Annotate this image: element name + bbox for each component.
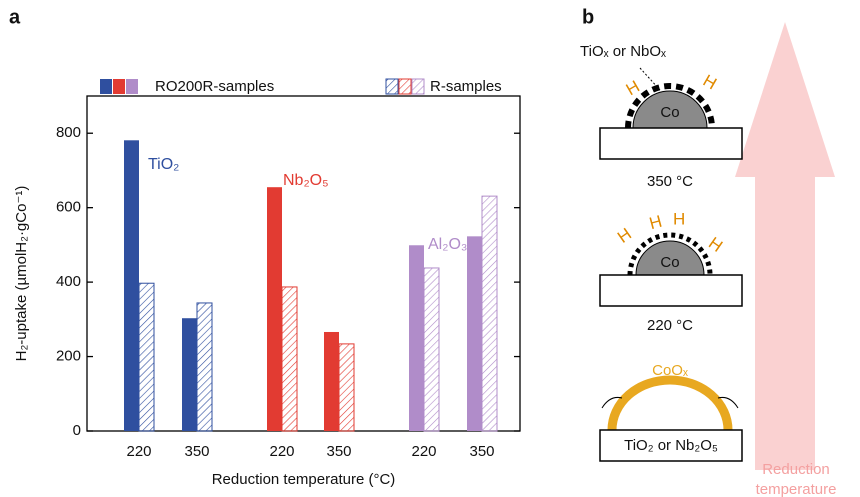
h-atom: H: [623, 77, 643, 100]
x-tick-label: 220: [269, 443, 294, 460]
bar: [197, 303, 212, 431]
particle-label: Co: [660, 104, 679, 121]
shell-label: CoOₓ: [652, 362, 688, 379]
x-tick-label: 220: [126, 443, 151, 460]
group-label: Nb₂O₅: [283, 172, 329, 189]
panel-label: b: [582, 6, 594, 28]
temperature-label: 350 °C: [647, 173, 693, 190]
x-axis-label: Reduction temperature (°C): [212, 471, 396, 488]
arrow-label: temperature: [756, 481, 837, 497]
group-label: TiO₂: [148, 156, 179, 173]
h-atom: H: [705, 233, 726, 256]
bar: [267, 187, 282, 431]
h-atom: H: [647, 212, 664, 234]
legend-swatch: [100, 79, 112, 94]
support-label: TiO₂ or Nb₂O₅: [624, 437, 718, 454]
y-tick-label: 400: [56, 273, 81, 290]
figure: a b TiOₓ or NbOₓ Co H H 350 °C Co H H H …: [0, 0, 860, 497]
legend-label: RO200R-samples: [155, 78, 274, 95]
y-tick-label: 200: [56, 348, 81, 365]
particle-label: Co: [660, 254, 679, 271]
legend-swatch: [113, 79, 125, 94]
legend-label: R-samples: [430, 78, 502, 95]
reduction-arrow: [735, 22, 835, 470]
x-tick-label: 350: [184, 443, 209, 460]
bar: [409, 245, 424, 431]
bar: [424, 268, 439, 431]
legend-swatch: [386, 79, 398, 94]
coox-shell: [612, 380, 728, 430]
y-tick-label: 600: [56, 199, 81, 216]
h-atom: H: [614, 224, 635, 247]
bar: [282, 287, 297, 431]
bar: [139, 283, 154, 431]
h-atom: H: [673, 209, 685, 228]
y-axis-label: H₂-uptake (µmolH₂·gCo⁻¹): [13, 186, 30, 362]
arrow-label: Reduction: [762, 461, 830, 478]
bar: [467, 236, 482, 431]
x-tick-label: 350: [326, 443, 351, 460]
legend-swatch: [126, 79, 138, 94]
group-label: Al₂O₃: [428, 236, 467, 253]
oxide-label: TiOₓ or NbOₓ: [580, 43, 666, 60]
legend-swatch: [412, 79, 424, 94]
x-tick-label: 220: [411, 443, 436, 460]
bar: [339, 344, 354, 431]
bar: [182, 318, 197, 431]
bar: [324, 332, 339, 431]
support: [600, 128, 742, 159]
h-atom: H: [700, 71, 720, 94]
bar: [482, 196, 497, 431]
support: [600, 275, 742, 306]
temperature-label: 220 °C: [647, 317, 693, 334]
y-tick-label: 800: [56, 124, 81, 141]
panel-label: a: [9, 6, 21, 28]
bar: [124, 140, 139, 431]
y-tick-label: 0: [73, 422, 81, 439]
legend-swatch: [399, 79, 411, 94]
x-tick-label: 350: [469, 443, 494, 460]
